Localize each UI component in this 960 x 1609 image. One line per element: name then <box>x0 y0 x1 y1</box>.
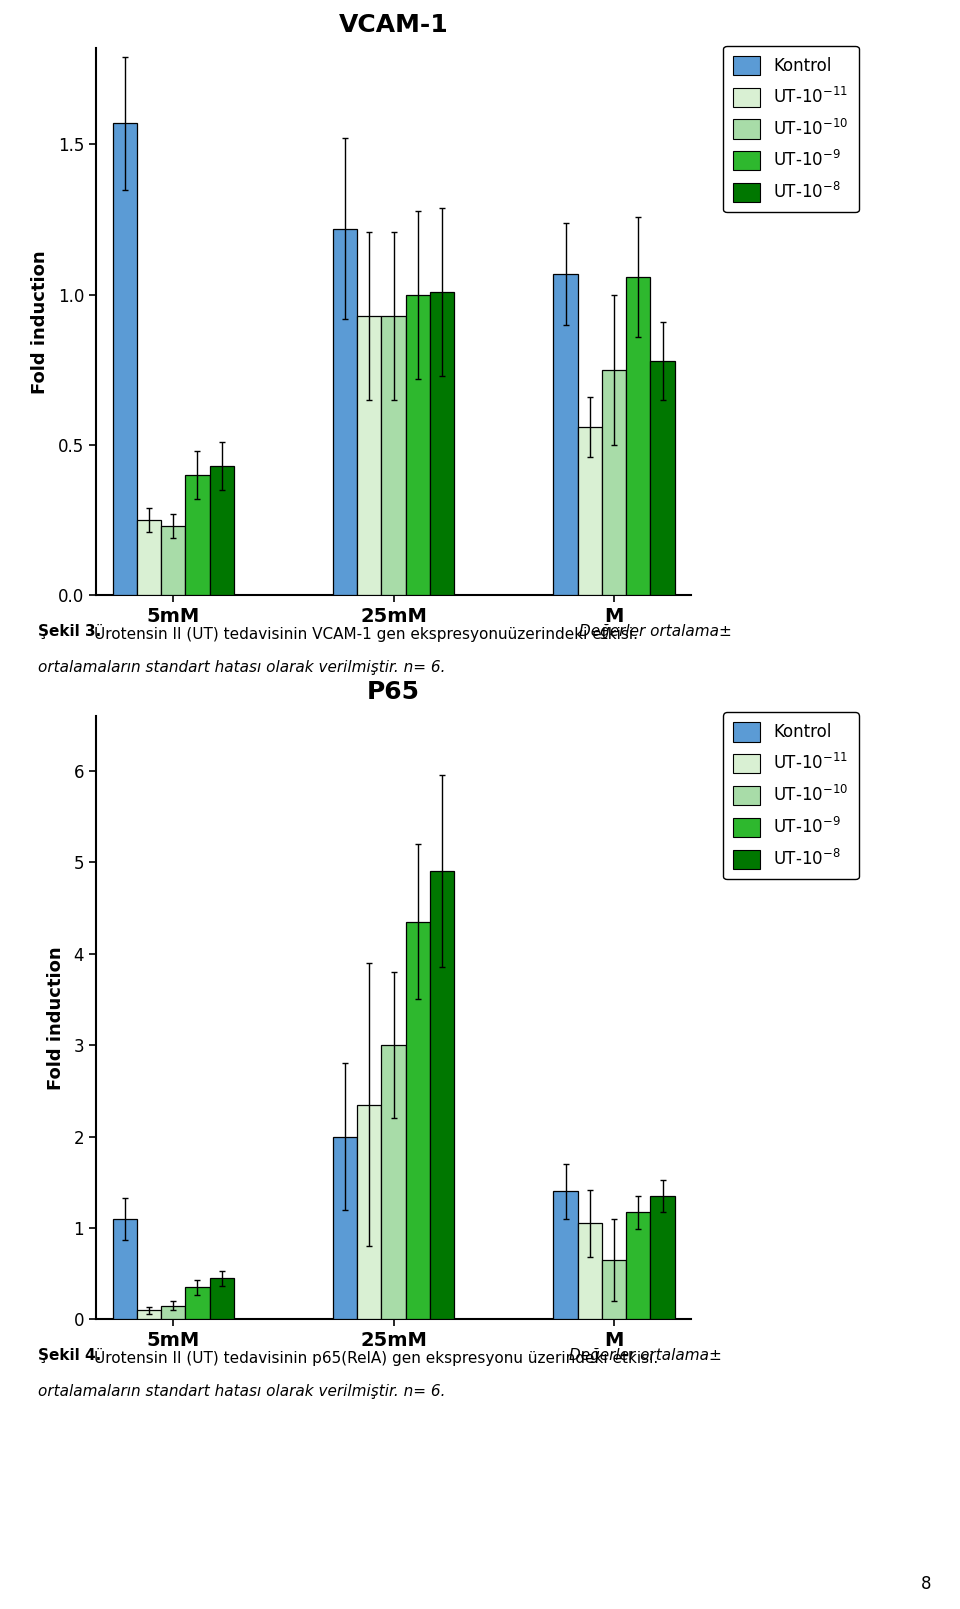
Text: Değerler ortalama±: Değerler ortalama± <box>569 1348 722 1363</box>
Text: ortalamaların standart hatası olarak verilmiştir. n= 6.: ortalamaların standart hatası olarak ver… <box>38 660 445 674</box>
Bar <box>651 1195 675 1319</box>
Text: Ürotensin II (UT) tedavisinin p65(RelA) gen ekspresyonu üzerindeki etkisi.: Ürotensin II (UT) tedavisinin p65(RelA) … <box>94 1348 663 1366</box>
Legend: Kontrol, UT-10$^{-11}$, UT-10$^{-10}$, UT-10$^{-9}$, UT-10$^{-8}$: Kontrol, UT-10$^{-11}$, UT-10$^{-10}$, U… <box>723 45 858 212</box>
Bar <box>626 1213 651 1319</box>
Bar <box>357 315 381 595</box>
Bar <box>161 526 185 595</box>
Bar <box>333 228 357 595</box>
Bar <box>136 1310 161 1319</box>
Bar <box>209 1278 234 1319</box>
Bar <box>185 1287 209 1319</box>
Bar <box>381 1046 406 1319</box>
Title: VCAM-1: VCAM-1 <box>339 13 448 37</box>
Text: Şekil 3.: Şekil 3. <box>38 624 107 639</box>
Text: Şekil 4.: Şekil 4. <box>38 1348 107 1363</box>
Bar <box>357 1104 381 1319</box>
Bar <box>626 277 651 595</box>
Text: ortalamaların standart hatası olarak verilmiştir. n= 6.: ortalamaların standart hatası olarak ver… <box>38 1384 445 1398</box>
Bar <box>602 1260 626 1319</box>
Bar <box>112 124 136 595</box>
Bar <box>161 1305 185 1319</box>
Bar <box>333 1136 357 1319</box>
Legend: Kontrol, UT-10$^{-11}$, UT-10$^{-10}$, UT-10$^{-9}$, UT-10$^{-8}$: Kontrol, UT-10$^{-11}$, UT-10$^{-10}$, U… <box>723 713 858 879</box>
Bar <box>136 520 161 595</box>
Bar <box>209 467 234 595</box>
Y-axis label: Fold induction: Fold induction <box>32 249 50 394</box>
Bar <box>112 1220 136 1319</box>
Bar <box>430 872 454 1319</box>
Y-axis label: Fold induction: Fold induction <box>47 946 65 1089</box>
Bar <box>381 315 406 595</box>
Title: P65: P65 <box>367 681 420 705</box>
Bar <box>578 1223 602 1319</box>
Bar <box>553 1191 578 1319</box>
Bar <box>406 922 430 1319</box>
Bar <box>406 294 430 595</box>
Text: Ürotensin II (UT) tedavisinin VCAM-1 gen ekspresyonuüzerindeki etkisi.: Ürotensin II (UT) tedavisinin VCAM-1 gen… <box>94 624 643 642</box>
Bar <box>185 475 209 595</box>
Bar <box>430 291 454 595</box>
Bar <box>651 360 675 595</box>
Text: Değerler ortalama±: Değerler ortalama± <box>579 624 732 639</box>
Bar <box>602 370 626 595</box>
Bar <box>553 274 578 595</box>
Text: 8: 8 <box>921 1575 931 1593</box>
Bar <box>578 426 602 595</box>
